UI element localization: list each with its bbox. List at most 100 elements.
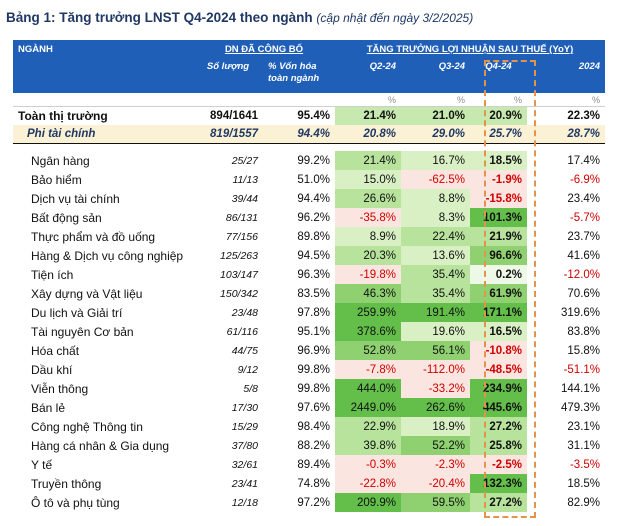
growth-2024: 23.1% — [567, 420, 601, 433]
growth-q3: 191.4% — [401, 303, 470, 322]
header-group-growth: TĂNG TRƯỞNG LỢI NHUẬN SAU THUẾ (YoY) — [366, 44, 574, 55]
growth-2024: 479.3% — [561, 401, 601, 414]
sector-name: Xây dựng và Vật liệu — [31, 286, 143, 301]
market-cap-share: 97.8% — [297, 306, 330, 319]
sector-name: Ô tô và phụ tùng — [31, 495, 120, 510]
growth-q2: 15.0% — [335, 170, 401, 189]
growth-2024: 23.7% — [567, 230, 601, 243]
growth-q4: 132.3% — [470, 474, 527, 493]
growth-q4: 61.9% — [470, 284, 527, 303]
growth-q4: 234.9% — [470, 379, 527, 398]
growth-q2: -0.3% — [335, 455, 401, 474]
table-title-main: Bảng 1: Tăng trưởng LNST Q4-2024 theo ng… — [6, 10, 313, 25]
growth-q3: 262.6% — [401, 398, 470, 417]
market-cap-share: 88.2% — [297, 439, 330, 452]
growth-q3: 21.0% — [401, 106, 470, 125]
growth-q3: -20.4% — [401, 474, 470, 493]
published-count: 12/18 — [231, 496, 258, 509]
growth-q4: 16.5% — [470, 322, 527, 341]
market-cap-share: 94.4% — [263, 125, 335, 144]
growth-q2: 2449.0% — [335, 398, 401, 417]
sector-name: Hàng & Dịch vụ công nghiệp — [31, 248, 184, 263]
summary-row: Toàn thị trường 894/1641 95.4% 21.4% 21.0% 20… — [13, 106, 605, 125]
published-count: 37/80 — [231, 439, 258, 452]
growth-q3: 13.6% — [401, 246, 470, 265]
growth-2024: 23.4% — [567, 192, 601, 205]
header-group-dn: DN ĐÃ CÔNG BỐ — [224, 44, 304, 55]
table-row: Hóa chất 44/75 96.9% 52.8% 56.1% -10.8% 15.8% — [13, 341, 605, 360]
growth-q2: -19.8% — [335, 265, 401, 284]
growth-2024: -6.9% — [569, 173, 601, 186]
market-cap-share: 99.8% — [297, 382, 330, 395]
unit-2024: % — [527, 93, 606, 107]
growth-q2: 209.9% — [335, 493, 401, 512]
header-q4: Q4-24 — [470, 59, 527, 93]
growth-q4: -10.8% — [470, 341, 527, 360]
table-row: Công nghệ Thông tin 15/29 98.4% 22.9% 18.9% 2… — [13, 417, 605, 436]
growth-q2: -7.8% — [335, 360, 401, 379]
table-row: Dầu khí 9/12 99.8% -7.8% -112.0% -48.5% -51.1% — [13, 360, 605, 379]
sector-name: Công nghệ Thông tin — [31, 419, 143, 434]
market-cap-share: 83.5% — [297, 287, 330, 300]
growth-q2: 26.6% — [335, 189, 401, 208]
growth-2024: -12.0% — [563, 268, 601, 281]
header-row-groups: NGÀNH DN ĐÃ CÔNG BỐ TĂNG TRƯỞNG LỢI NHUẬ… — [13, 40, 606, 59]
table-row: Dịch vụ tài chính 39/44 94.4% 26.6% 8.8% -15.… — [13, 189, 605, 208]
growth-q4: 20.9% — [470, 106, 527, 125]
growth-table: NGÀNH DN ĐÃ CÔNG BỐ TĂNG TRƯỞNG LỢI NHUẬ… — [13, 40, 606, 512]
market-cap-share: 96.3% — [297, 268, 330, 281]
growth-2024: -5.7% — [569, 211, 601, 224]
published-count: 103/147 — [220, 268, 258, 281]
growth-2024: 144.1% — [561, 382, 601, 395]
market-cap-share: 51.0% — [297, 173, 330, 186]
sector-name: Tài nguyên Cơ bản — [31, 324, 134, 339]
sector-name: Dịch vụ tài chính — [31, 191, 120, 206]
growth-q4: -48.5% — [470, 360, 527, 379]
unit-q2: % — [335, 93, 401, 107]
table-row: Tài nguyên Cơ bản 61/116 95.1% 378.6% 19.6% 1… — [13, 322, 605, 341]
growth-2024: 83.8% — [567, 325, 601, 338]
market-cap-share: 94.5% — [297, 249, 330, 262]
published-count: 150/342 — [220, 287, 258, 300]
published-count: 32/61 — [231, 458, 258, 471]
published-count: 15/29 — [231, 420, 258, 433]
published-count: 61/116 — [226, 325, 258, 338]
published-count: 23/41 — [231, 477, 258, 490]
header-sector: NGÀNH — [13, 40, 193, 59]
table-row: Y tế 32/61 89.4% -0.3% -2.3% -2.5% -3.5% — [13, 455, 605, 474]
growth-q4: -2.5% — [470, 455, 527, 474]
published-count: 9/12 — [237, 363, 258, 376]
market-cap-share: 99.2% — [297, 154, 330, 167]
growth-q3: -2.3% — [401, 455, 470, 474]
sector-name: Bán lẻ — [31, 400, 66, 415]
market-cap-share: 74.8% — [297, 477, 330, 490]
sector-name: Ngân hàng — [31, 153, 90, 168]
growth-2024: 70.6% — [567, 287, 601, 300]
growth-q2: 46.3% — [335, 284, 401, 303]
growth-q4: 101.3% — [470, 208, 527, 227]
table-row: Ngân hàng 25/27 99.2% 21.4% 16.7% 18.5% 17.4% — [13, 151, 605, 170]
published-count: 5/8 — [243, 382, 258, 395]
growth-q4: 445.6% — [470, 398, 527, 417]
growth-q2: 259.9% — [335, 303, 401, 322]
header-mcap: % Vốn hóa toàn ngành — [263, 59, 335, 93]
growth-q4: 18.5% — [470, 151, 527, 170]
published-count: 894/1641 — [210, 110, 258, 122]
growth-2024: 319.6% — [561, 306, 601, 319]
published-count: 819/1557 — [193, 125, 263, 144]
growth-q2: 20.3% — [335, 246, 401, 265]
sector-name: Viễn thông — [31, 381, 89, 396]
growth-q2: 21.4% — [335, 151, 401, 170]
unit-q4: % — [470, 93, 527, 107]
growth-q3: 52.2% — [401, 436, 470, 455]
growth-q4: 96.6% — [470, 246, 527, 265]
header-q2: Q2-24 — [335, 59, 401, 93]
growth-2024: -51.1% — [563, 363, 601, 376]
growth-q3: 56.1% — [401, 341, 470, 360]
growth-q4: 27.2% — [470, 493, 527, 512]
growth-q3: -112.0% — [401, 360, 470, 379]
table-row: Viễn thông 5/8 99.8% 444.0% -33.2% 234.9% 144.… — [13, 379, 605, 398]
header-count: Số lượng — [193, 59, 263, 93]
sector-name: Y tế — [31, 457, 53, 472]
published-count: 23/48 — [231, 306, 258, 319]
